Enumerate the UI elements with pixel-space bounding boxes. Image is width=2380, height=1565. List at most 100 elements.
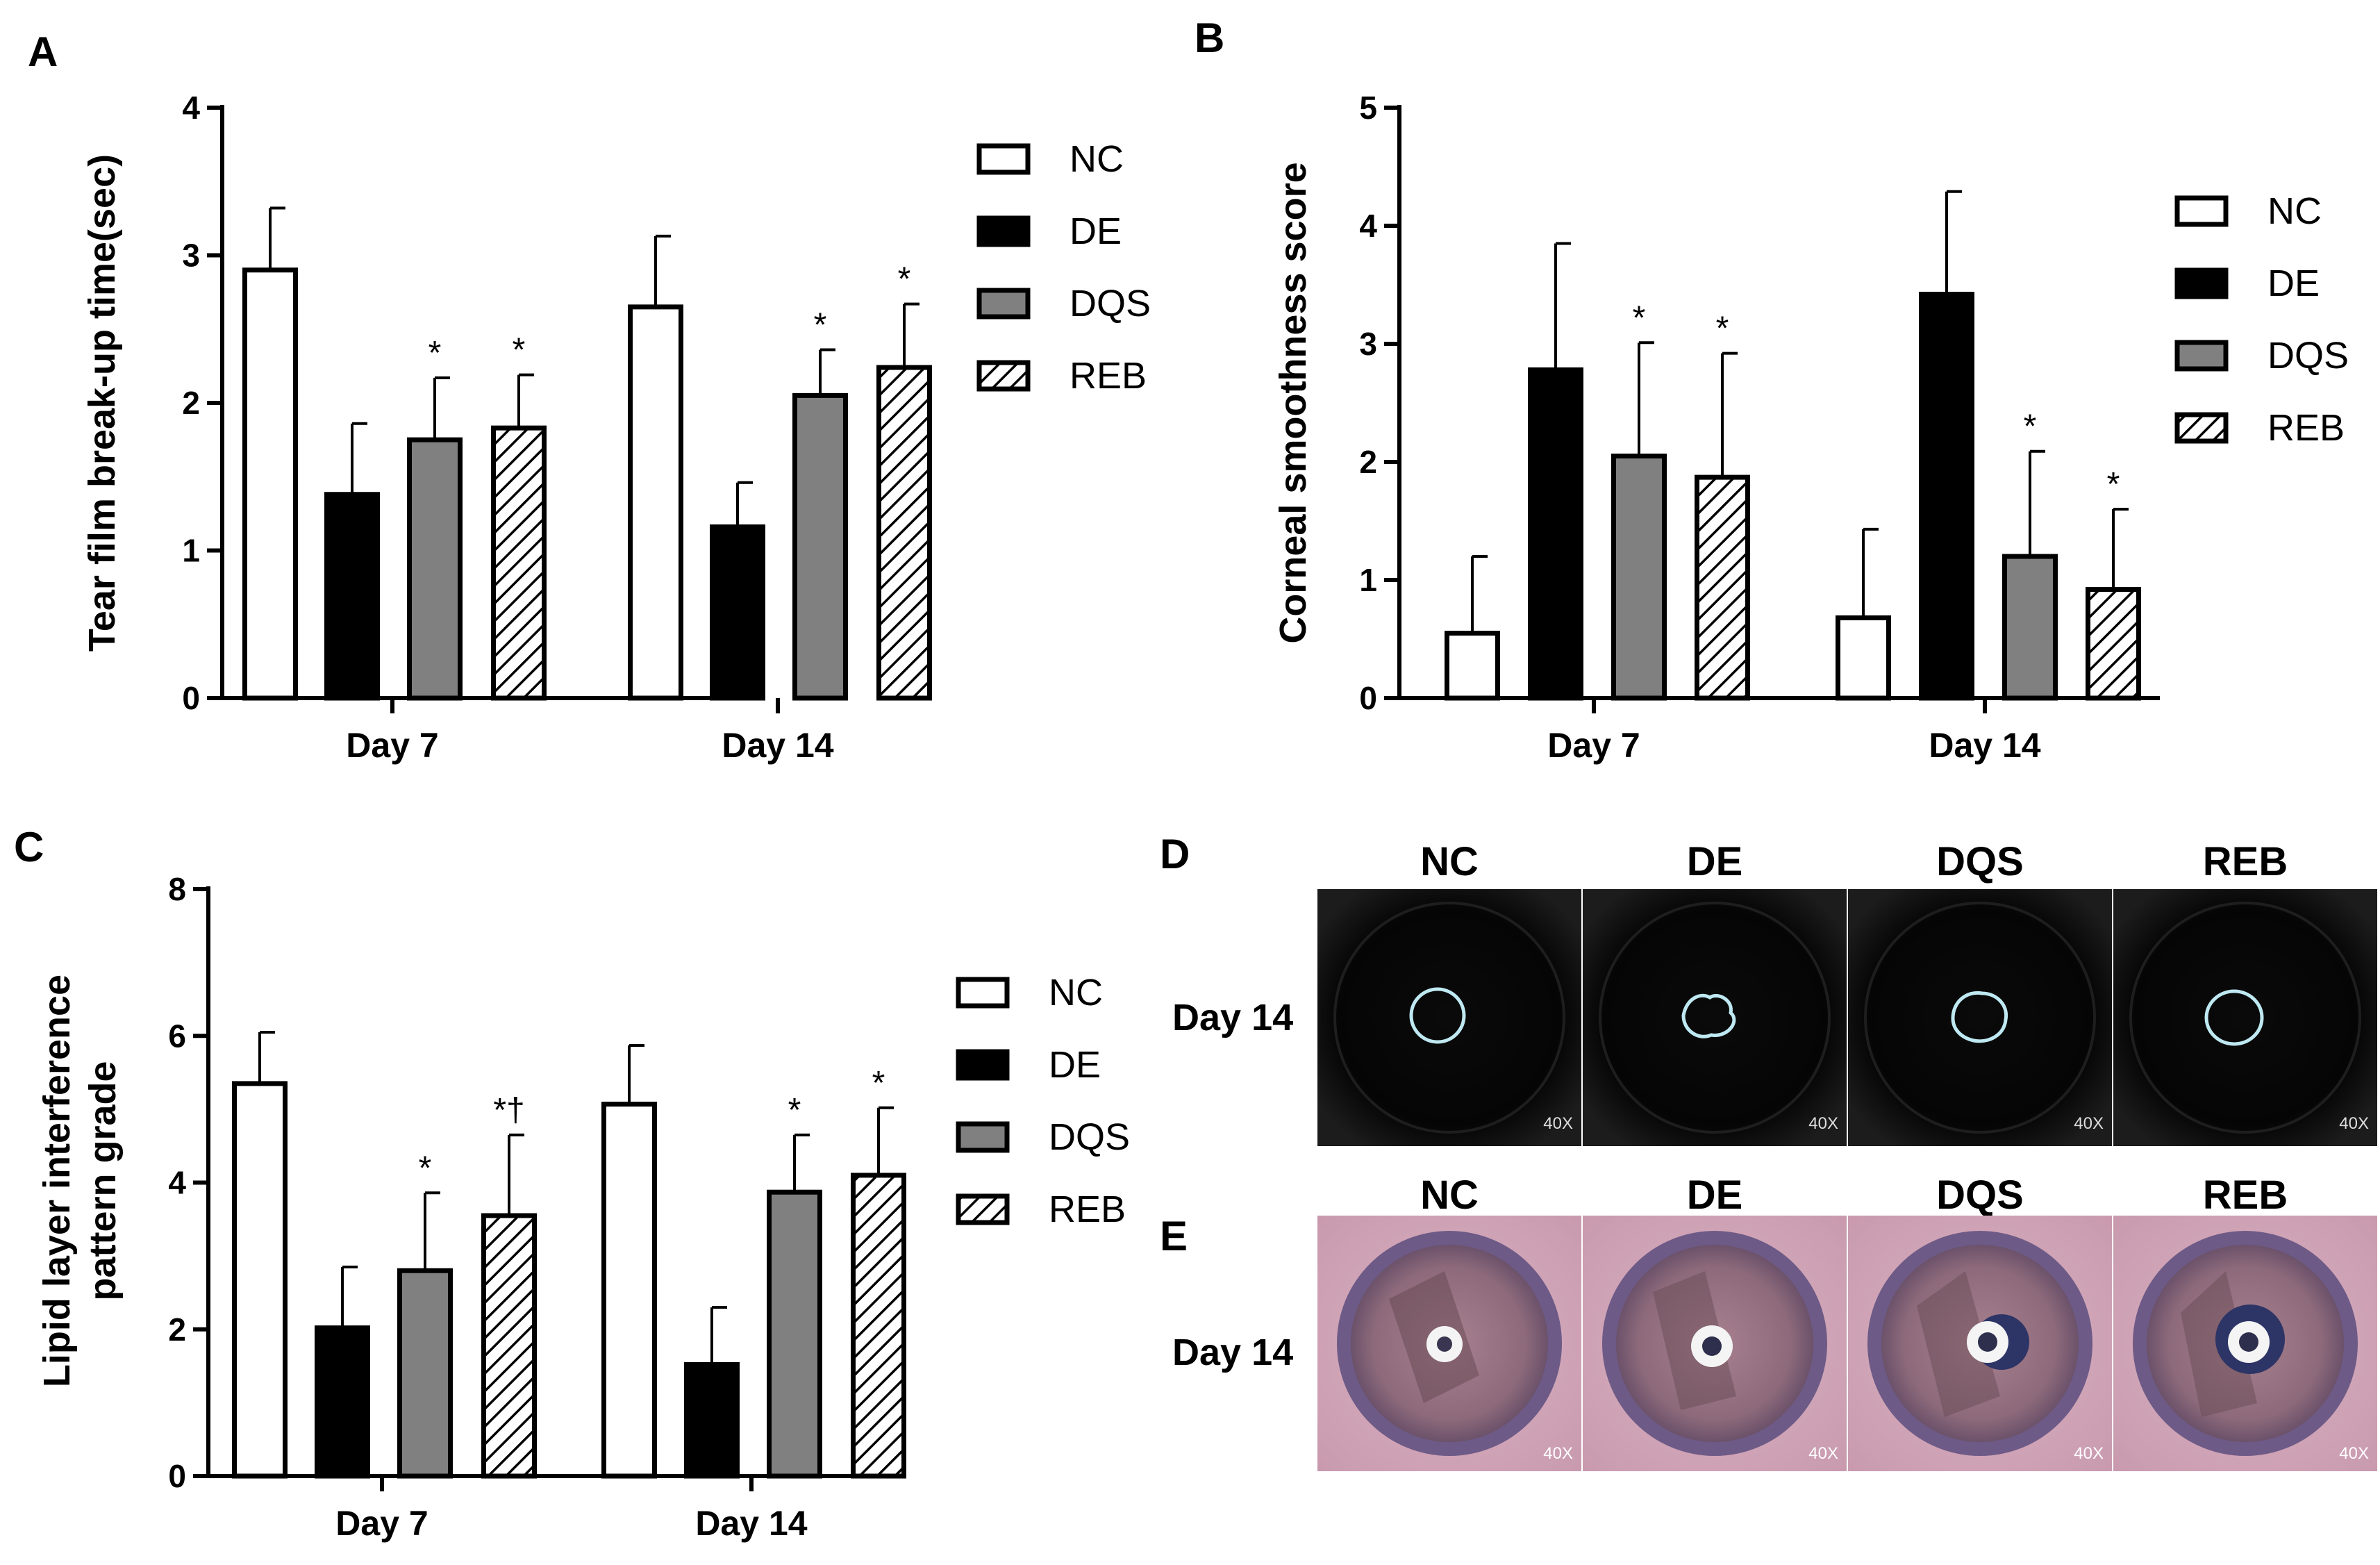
- bar-reb: [481, 1213, 537, 1479]
- bar-nc: [242, 267, 298, 701]
- significance-marker: *: [513, 332, 526, 369]
- legend-swatch-nc: [976, 143, 1031, 175]
- x-tick-label: Day 7: [1547, 726, 1640, 765]
- bar-reb: [2086, 587, 2141, 701]
- magnification-label: 40X: [1808, 1444, 1838, 1463]
- bar-de: [1919, 292, 1974, 701]
- bar-nc: [628, 304, 683, 701]
- x-tick-label: Day 14: [722, 726, 833, 765]
- legend-label-nc: NC: [1070, 138, 1124, 180]
- bar-nc: [601, 1101, 657, 1479]
- panel-e-col-dqs: DQS: [1936, 1173, 2024, 1218]
- significance-marker: *: [814, 307, 827, 344]
- legend-swatch-reb: [956, 1193, 1010, 1225]
- legend-swatch-de: [956, 1049, 1010, 1081]
- bar-de: [1528, 367, 1583, 701]
- legend-label-reb: REB: [1070, 355, 1147, 397]
- legend-swatch-de: [2174, 267, 2229, 299]
- panel-letter-b: B: [1195, 15, 1224, 61]
- y-tick-label: 0: [168, 1458, 186, 1494]
- legend-label-reb: REB: [2267, 407, 2345, 449]
- legend-swatch-reb: [2174, 412, 2229, 444]
- y-tick-label: 4: [1359, 208, 1377, 244]
- significance-marker: *†: [493, 1092, 524, 1129]
- panel-letter-e: E: [1160, 1213, 1188, 1259]
- y-tick-label: 0: [182, 680, 200, 716]
- y-tick-label: 4: [168, 1165, 186, 1201]
- slit-lamp-image-de: 40X: [1583, 1216, 1847, 1471]
- panel-d-row-label: Day 14: [1172, 997, 1293, 1038]
- bar-reb: [876, 365, 932, 701]
- bar-reb: [1695, 474, 1750, 701]
- chart-c: 0 2 4 6 8 Lipid layer interference pattern gra…: [36, 871, 1130, 1543]
- x-tick-label: Day 7: [335, 1504, 428, 1543]
- bar-nc: [1836, 615, 1891, 701]
- bar-nc: [1445, 631, 1500, 701]
- bar-de: [684, 1361, 740, 1479]
- bar-dqs: [407, 437, 463, 701]
- bar-de: [315, 1325, 370, 1479]
- magnification-label: 40X: [2339, 1114, 2369, 1133]
- significance-marker: *: [872, 1065, 885, 1102]
- significance-marker: *: [419, 1150, 432, 1186]
- fluorescein-image-de: 40X: [1583, 889, 1847, 1146]
- slit-lamp-image-dqs: 40X: [1848, 1216, 2112, 1471]
- legend-swatch-de: [976, 215, 1031, 247]
- y-tick-label: 3: [1359, 326, 1377, 362]
- legend-label-nc: NC: [2267, 190, 2322, 232]
- y-tick-label: 2: [182, 385, 200, 421]
- significance-marker: *: [788, 1092, 801, 1129]
- panel-e-row-label: Day 14: [1172, 1332, 1293, 1373]
- y-tick-label: 2: [1359, 444, 1377, 480]
- significance-marker: *: [2107, 466, 2120, 503]
- y-tick-label: 5: [1359, 90, 1377, 126]
- bar-dqs: [1611, 454, 1667, 701]
- legend-label-dqs: DQS: [2267, 335, 2349, 376]
- y-axis-label: Corneal smoothness score: [1272, 162, 1314, 643]
- magnification-label: 40X: [2339, 1444, 2369, 1463]
- significance-marker: *: [2024, 408, 2037, 445]
- magnification-label: 40X: [1543, 1444, 1573, 1463]
- legend-label-de: DE: [1070, 210, 1122, 252]
- bar-de: [710, 524, 765, 701]
- panel-e-col-de: DE: [1687, 1173, 1743, 1218]
- panel-d-col-dqs: DQS: [1936, 839, 2024, 884]
- magnification-label: 40X: [1808, 1114, 1838, 1133]
- magnification-label: 40X: [2074, 1114, 2104, 1133]
- y-axis-label: Lipid layer interference pattern grade: [36, 975, 124, 1387]
- magnification-label: 40X: [1543, 1114, 1573, 1133]
- significance-marker: *: [428, 335, 442, 372]
- bar-dqs: [2002, 554, 2058, 701]
- legend-label-dqs: DQS: [1070, 283, 1151, 324]
- panel-letter-a: A: [28, 28, 58, 75]
- panel-e-images: NC DE DQS REB Day 14 40X 40X: [1172, 1173, 2377, 1471]
- bar-dqs: [792, 392, 848, 701]
- bar-reb: [851, 1173, 906, 1479]
- legend-swatch-nc: [956, 977, 1010, 1009]
- panel-d-images: NC DE DQS REB Day 14 40X 40X 40X 40X: [1172, 839, 2377, 1146]
- y-tick-label: 2: [168, 1311, 186, 1348]
- panel-letter-d: D: [1160, 831, 1190, 877]
- panel-d-col-nc: NC: [1420, 839, 1479, 884]
- y-tick-label: 6: [168, 1018, 186, 1054]
- legend-swatch-dqs: [956, 1121, 1010, 1153]
- bar-nc: [232, 1081, 288, 1479]
- legend-label-de: DE: [2267, 263, 2320, 304]
- y-tick-label: 0: [1359, 680, 1377, 716]
- panel-d-col-de: DE: [1687, 839, 1743, 884]
- bar-de: [324, 492, 380, 701]
- magnification-label: 40X: [2074, 1444, 2104, 1463]
- y-tick-label: 1: [1359, 562, 1377, 598]
- x-tick-label: Day 14: [695, 1504, 807, 1543]
- legend-swatch-dqs: [2174, 340, 2229, 372]
- bar-dqs: [397, 1268, 453, 1479]
- bar-dqs: [767, 1189, 822, 1479]
- panel-e-col-nc: NC: [1420, 1173, 1479, 1218]
- bar-reb: [491, 425, 547, 701]
- x-tick-label: Day 14: [1929, 726, 2040, 765]
- legend-label-reb: REB: [1049, 1189, 1126, 1230]
- significance-marker: *: [1633, 299, 1646, 336]
- legend-swatch-reb: [976, 360, 1031, 392]
- panel-d-col-reb: REB: [2203, 839, 2288, 884]
